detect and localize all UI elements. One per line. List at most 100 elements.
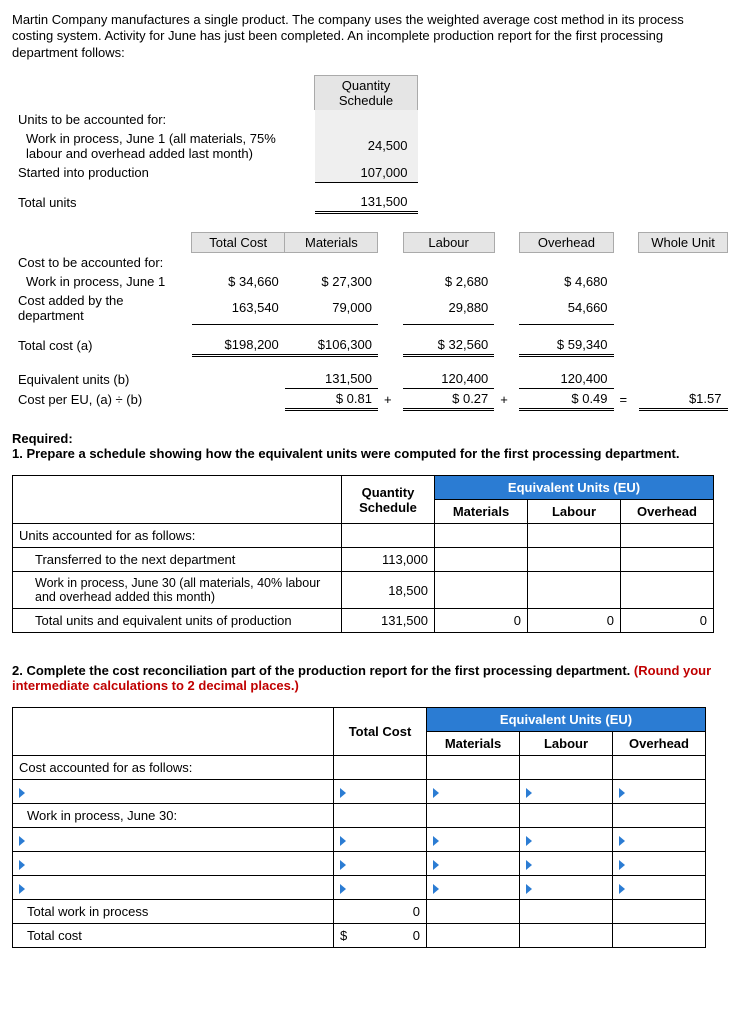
tc-tc: $198,200 <box>192 335 285 356</box>
cost-table: Total Cost Materials Labour Overhead Who… <box>12 232 728 411</box>
blank-row-3[interactable] <box>13 852 334 876</box>
tc-o: $ 59,340 <box>519 335 613 356</box>
row-total-cost2: Total cost <box>13 924 334 948</box>
r2-o[interactable] <box>613 828 706 852</box>
wip-m: $ 27,300 <box>285 272 378 291</box>
eu-schedule-input-table: Quantity Schedule Equivalent Units (EU) … <box>12 475 714 633</box>
transferred-qty[interactable] <box>342 548 435 572</box>
row-wip-june1: Work in process, June 1 (all materials, … <box>12 129 315 163</box>
total-cost-val: $0 <box>334 924 427 948</box>
tc-m: $106,300 <box>285 335 378 356</box>
hdr-labour: Labour <box>403 233 494 253</box>
add-m: 79,000 <box>285 291 378 325</box>
r3-tc[interactable] <box>334 852 427 876</box>
wip30-lab[interactable] <box>528 572 621 609</box>
row-wip-june30: Work in process, June 30 (all materials,… <box>13 572 342 609</box>
hdr-ovh2: Overhead <box>613 732 706 756</box>
eu-o: 120,400 <box>519 369 613 389</box>
required-label: Required: <box>12 431 728 446</box>
wip30-mat[interactable] <box>435 572 528 609</box>
wip-june1-value: 24,500 <box>315 129 418 163</box>
row-units-accounted: Units to be accounted for: <box>12 110 315 129</box>
r3-l[interactable] <box>520 852 613 876</box>
r1-m[interactable] <box>427 780 520 804</box>
eu-l: 120,400 <box>403 369 494 389</box>
row-cost-per-eu: Cost per EU, (a) ÷ (b) <box>12 389 192 410</box>
row-wip30-label: Work in process, June 30: <box>13 804 334 828</box>
hdr-overhead: Overhead <box>519 233 613 253</box>
question-1: 1. Prepare a schedule showing how the eq… <box>12 446 679 461</box>
q2-text: 2. Complete the cost reconciliation part… <box>12 663 634 678</box>
r4-o[interactable] <box>613 876 706 900</box>
row-cost-acct2: Cost accounted for as follows: <box>13 756 334 780</box>
eu-m: 131,500 <box>285 369 378 389</box>
hdr-mat2: Materials <box>427 732 520 756</box>
row-transferred: Transferred to the next department <box>13 548 342 572</box>
hdr-lab2: Labour <box>520 732 613 756</box>
r2-tc[interactable] <box>334 828 427 852</box>
r3-o[interactable] <box>613 852 706 876</box>
hdr-ovh: Overhead <box>621 500 714 524</box>
transferred-lab[interactable] <box>528 548 621 572</box>
add-o: 54,660 <box>519 291 613 325</box>
row-total-eu: Total units and equivalent units of prod… <box>13 609 342 633</box>
plus1: + <box>378 389 403 410</box>
hdr-lab: Labour <box>528 500 621 524</box>
wip-l: $ 2,680 <box>403 272 494 291</box>
quantity-schedule-table: Quantity Schedule Units to be accounted … <box>12 75 418 215</box>
hdr-total-cost: Total Cost <box>192 233 285 253</box>
r2-l[interactable] <box>520 828 613 852</box>
plus2: + <box>494 389 519 410</box>
hdr-qty-schedule: Quantity Schedule <box>342 476 435 524</box>
total-eu-mat: 0 <box>435 609 528 633</box>
hdr-mat: Materials <box>435 500 528 524</box>
total-units-value: 131,500 <box>315 192 418 213</box>
required-section: Required: 1. Prepare a schedule showing … <box>12 431 728 461</box>
total-eu-lab: 0 <box>528 609 621 633</box>
hdr-materials: Materials <box>285 233 378 253</box>
total-wip-val: 0 <box>334 900 427 924</box>
cpe-l: $ 0.27 <box>403 389 494 410</box>
transferred-mat[interactable] <box>435 548 528 572</box>
row-wip-cost: Work in process, June 1 <box>12 272 192 291</box>
hdr-eu2: Equivalent Units (EU) <box>427 708 706 732</box>
hdr-whole-unit: Whole Unit <box>639 233 728 253</box>
blank-row-4[interactable] <box>13 876 334 900</box>
row-eu: Equivalent units (b) <box>12 369 192 389</box>
r1-l[interactable] <box>520 780 613 804</box>
r1-o[interactable] <box>613 780 706 804</box>
row-total-cost: Total cost (a) <box>12 335 192 356</box>
transferred-ovh[interactable] <box>621 548 714 572</box>
row-started: Started into production <box>12 163 315 183</box>
hdr-total-cost2: Total Cost <box>334 708 427 756</box>
total-eu-qty: 131,500 <box>342 609 435 633</box>
cpe-w: $1.57 <box>639 389 728 410</box>
blank-row-2[interactable] <box>13 828 334 852</box>
dropdown-icon <box>19 788 25 798</box>
r4-l[interactable] <box>520 876 613 900</box>
qty-header: Quantity Schedule <box>315 75 418 110</box>
cpe-m: $ 0.81 <box>285 389 378 410</box>
r3-m[interactable] <box>427 852 520 876</box>
started-value: 107,000 <box>315 163 418 183</box>
r2-m[interactable] <box>427 828 520 852</box>
row-total-units: Total units <box>12 192 315 213</box>
add-tc: 163,540 <box>192 291 285 325</box>
blank-row-1[interactable] <box>13 780 334 804</box>
tc-l: $ 32,560 <box>403 335 494 356</box>
r1-tc[interactable] <box>334 780 427 804</box>
row-cost-added: Cost added by the department <box>12 291 192 325</box>
total-eu-ovh: 0 <box>621 609 714 633</box>
cost-reconciliation-table: Total Cost Equivalent Units (EU) Materia… <box>12 707 706 948</box>
wip30-qty[interactable] <box>342 572 435 609</box>
cpe-o: $ 0.49 <box>519 389 613 410</box>
equals: = <box>614 389 639 410</box>
question-2: 2. Complete the cost reconciliation part… <box>12 663 728 693</box>
r4-tc[interactable] <box>334 876 427 900</box>
r4-m[interactable] <box>427 876 520 900</box>
add-l: 29,880 <box>403 291 494 325</box>
wip-o: $ 4,680 <box>519 272 613 291</box>
wip30-ovh[interactable] <box>621 572 714 609</box>
row-cost-accounted: Cost to be accounted for: <box>12 253 192 272</box>
problem-intro: Martin Company manufactures a single pro… <box>12 12 728 61</box>
